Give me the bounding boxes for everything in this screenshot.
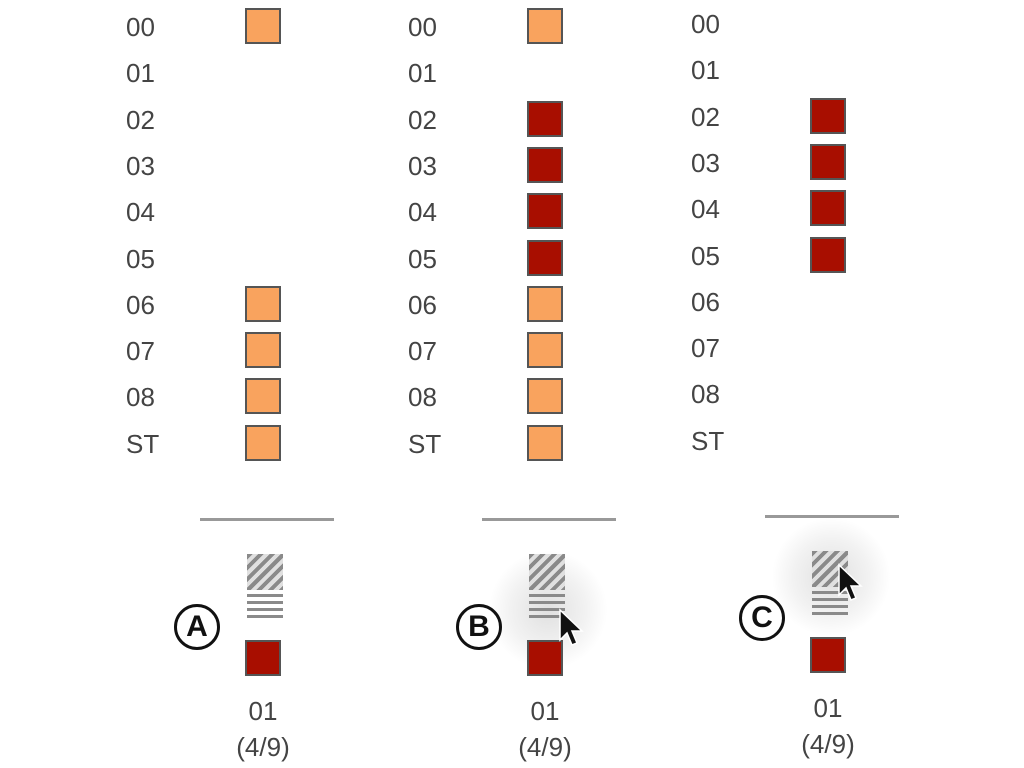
hatch-icon[interactable] bbox=[247, 554, 283, 590]
row-label: 02 bbox=[408, 104, 437, 135]
row-label: 05 bbox=[408, 243, 437, 274]
caption-count: (4/9) bbox=[518, 732, 572, 762]
row-label: 05 bbox=[126, 243, 155, 274]
row-label: 00 bbox=[126, 12, 155, 42]
row-label: ST bbox=[408, 428, 442, 459]
row-label: 01 bbox=[408, 58, 437, 89]
cursor-arrow-icon bbox=[559, 608, 584, 646]
row-label: 07 bbox=[126, 336, 155, 367]
row-label: 01 bbox=[126, 58, 155, 89]
row-label: 08 bbox=[691, 379, 720, 410]
divider bbox=[200, 518, 334, 521]
panel-b: 00 01 02 03 04 05 06 07 08 ST B 01 (4/9) bbox=[408, 0, 688, 768]
row-label: 03 bbox=[408, 150, 437, 181]
cell-light[interactable] bbox=[245, 378, 281, 415]
row-label: 05 bbox=[691, 240, 720, 271]
cell-dark[interactable] bbox=[527, 100, 563, 137]
panel-a: 00 01 02 03 04 05 06 07 08 ST A 01 (4/9) bbox=[126, 0, 406, 768]
caption-id: 01 bbox=[813, 693, 843, 723]
divider bbox=[765, 515, 899, 518]
selected-cell[interactable] bbox=[245, 640, 281, 676]
hatch-icon[interactable] bbox=[529, 554, 565, 590]
row-label: 04 bbox=[126, 197, 155, 228]
cell-light[interactable] bbox=[245, 8, 281, 44]
row-label: 08 bbox=[408, 382, 437, 413]
row-label: 03 bbox=[691, 147, 720, 178]
cell-light[interactable] bbox=[245, 424, 281, 461]
badge-b: B bbox=[456, 604, 502, 650]
divider bbox=[482, 518, 616, 521]
badge-a: A bbox=[174, 604, 220, 650]
row-label: 04 bbox=[691, 194, 720, 225]
cell-light[interactable] bbox=[527, 332, 563, 369]
lines-icon[interactable] bbox=[529, 594, 565, 624]
row-label: 02 bbox=[126, 104, 155, 135]
row-label: 00 bbox=[691, 9, 720, 39]
caption-count: (4/9) bbox=[236, 732, 290, 762]
row-label: 04 bbox=[408, 197, 437, 228]
row-label: 00 bbox=[408, 12, 437, 42]
cell-dark[interactable] bbox=[810, 143, 846, 180]
row-label: 06 bbox=[408, 289, 437, 320]
selected-cell[interactable] bbox=[810, 637, 846, 673]
cell-dark[interactable] bbox=[527, 239, 563, 276]
row-label: 03 bbox=[126, 150, 155, 181]
cell-dark[interactable] bbox=[810, 97, 846, 134]
badge-c: C bbox=[739, 595, 785, 641]
lines-icon[interactable] bbox=[812, 591, 848, 621]
row-label: 06 bbox=[126, 289, 155, 320]
row-label: ST bbox=[126, 428, 160, 459]
cell-light[interactable] bbox=[527, 8, 563, 44]
lines-icon[interactable] bbox=[247, 594, 283, 624]
cell-dark[interactable] bbox=[810, 190, 846, 227]
cell-light[interactable] bbox=[527, 285, 563, 322]
row-label: 07 bbox=[408, 336, 437, 367]
cell-light[interactable] bbox=[245, 332, 281, 369]
cursor-arrow-icon bbox=[838, 563, 863, 601]
cell-light[interactable] bbox=[527, 424, 563, 461]
cell-light[interactable] bbox=[527, 378, 563, 415]
cell-dark[interactable] bbox=[527, 146, 563, 183]
row-label: 08 bbox=[126, 382, 155, 413]
caption-count: (4/9) bbox=[801, 729, 855, 759]
cell-dark[interactable] bbox=[527, 193, 563, 230]
caption-id: 01 bbox=[248, 696, 278, 726]
caption-id: 01 bbox=[530, 696, 560, 726]
row-label: ST bbox=[691, 425, 725, 456]
row-label: 01 bbox=[691, 55, 720, 86]
cell-light[interactable] bbox=[245, 285, 281, 322]
panel-c: 00 01 02 03 04 05 06 07 08 ST C 01 (4/9) bbox=[691, 0, 971, 765]
row-label: 02 bbox=[691, 101, 720, 132]
selected-cell[interactable] bbox=[527, 640, 563, 676]
row-label: 07 bbox=[691, 333, 720, 364]
row-label: 06 bbox=[691, 286, 720, 317]
cell-dark[interactable] bbox=[810, 236, 846, 273]
